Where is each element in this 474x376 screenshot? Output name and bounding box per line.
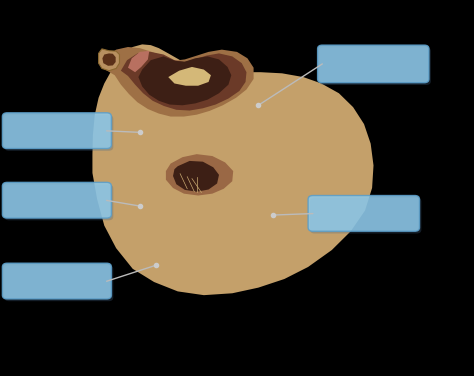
Polygon shape <box>102 47 254 117</box>
FancyBboxPatch shape <box>2 263 111 299</box>
Polygon shape <box>166 154 233 196</box>
FancyBboxPatch shape <box>4 185 113 220</box>
Polygon shape <box>173 161 219 192</box>
FancyBboxPatch shape <box>2 113 111 149</box>
Polygon shape <box>168 67 211 86</box>
FancyBboxPatch shape <box>318 45 429 83</box>
Polygon shape <box>121 52 246 111</box>
FancyBboxPatch shape <box>2 182 111 218</box>
FancyBboxPatch shape <box>4 265 113 301</box>
Polygon shape <box>138 56 231 105</box>
FancyBboxPatch shape <box>4 115 113 151</box>
FancyBboxPatch shape <box>310 198 421 233</box>
Polygon shape <box>92 44 374 295</box>
FancyBboxPatch shape <box>308 196 419 231</box>
Polygon shape <box>99 49 119 71</box>
Polygon shape <box>102 53 116 66</box>
Polygon shape <box>128 51 149 72</box>
FancyBboxPatch shape <box>319 47 431 85</box>
